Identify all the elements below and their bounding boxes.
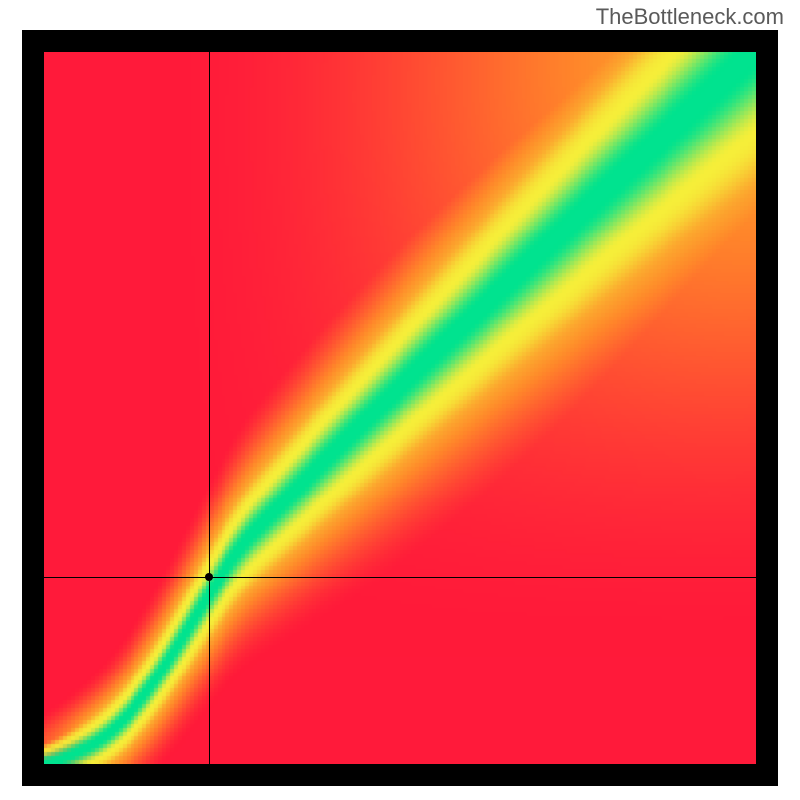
crosshair-horizontal: [44, 577, 756, 578]
chart-frame: [22, 30, 778, 786]
crosshair-marker: [205, 573, 213, 581]
bottleneck-heatmap: [44, 52, 756, 764]
watermark-text: TheBottleneck.com: [596, 4, 784, 30]
crosshair-vertical: [209, 52, 210, 764]
chart-container: TheBottleneck.com: [0, 0, 800, 800]
